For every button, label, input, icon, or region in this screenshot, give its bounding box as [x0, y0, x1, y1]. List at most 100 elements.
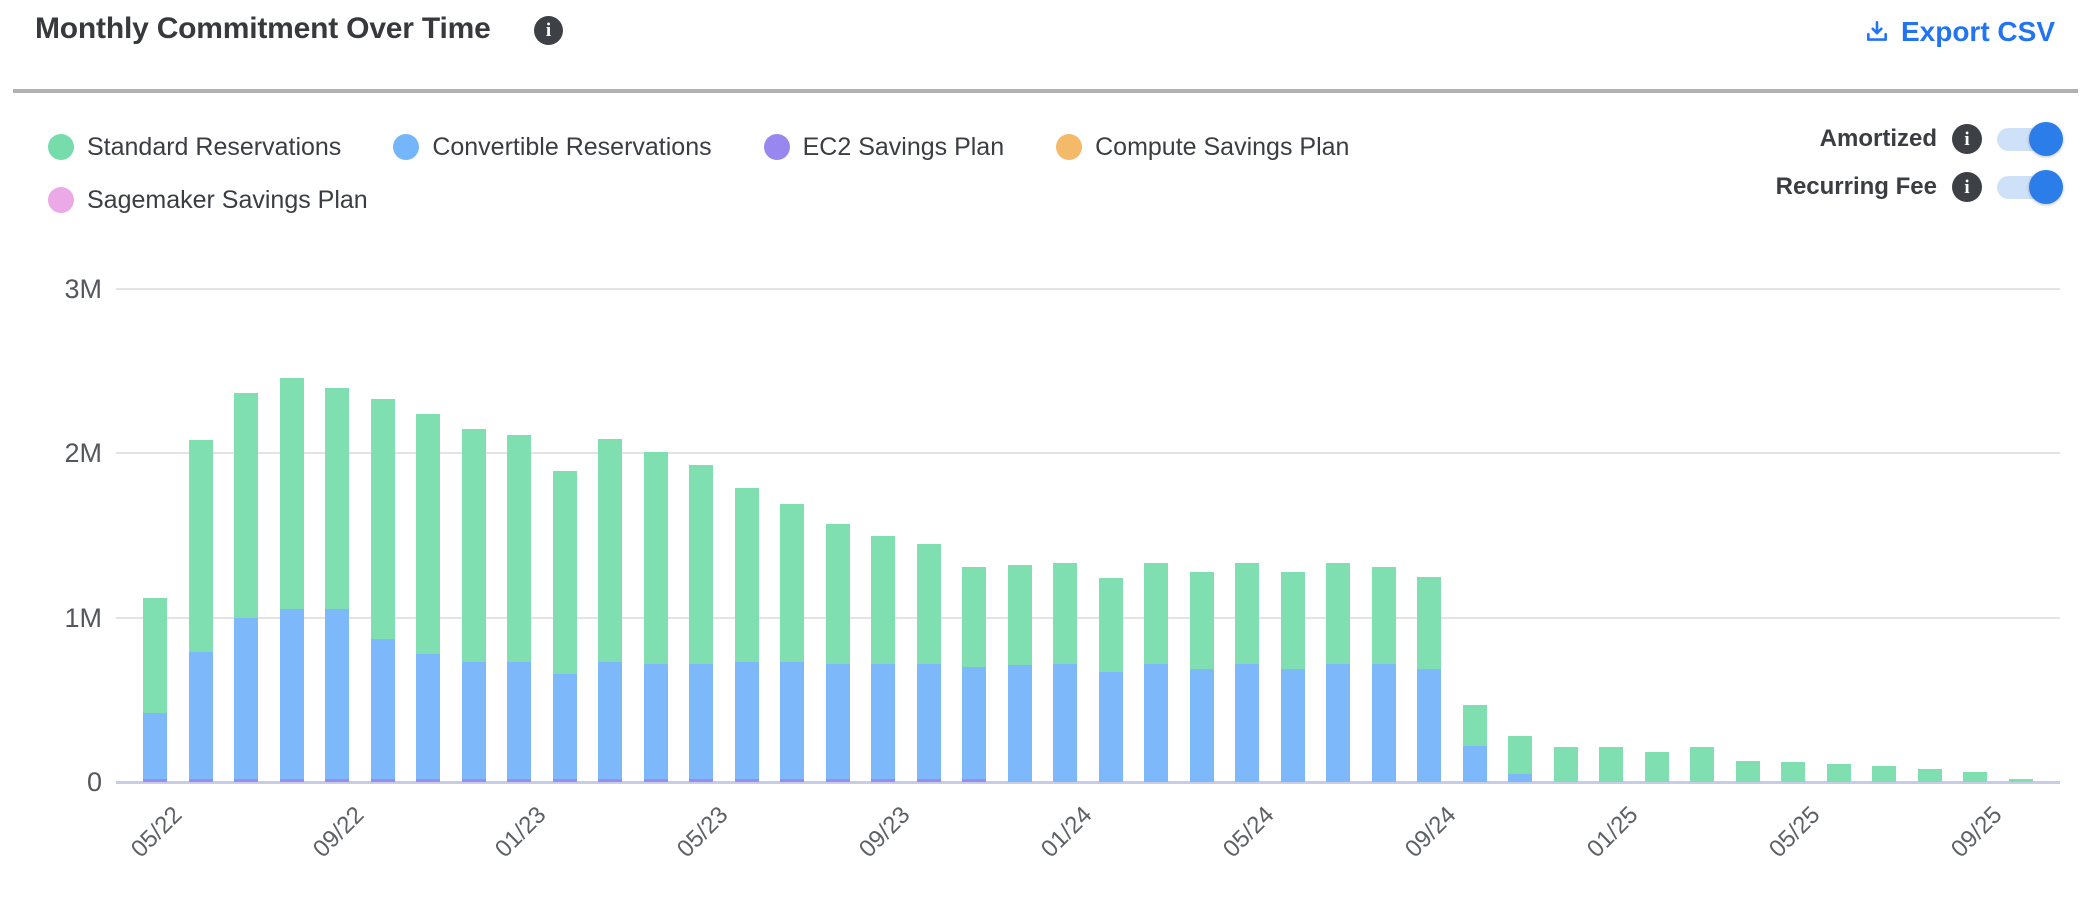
- bar-09-22-ec2-savings-plan[interactable]: [325, 778, 349, 782]
- bar-08-25-standard-reservations[interactable]: [1917, 768, 1942, 782]
- bar-09-24-standard-reservations[interactable]: [1417, 576, 1441, 669]
- bar-07-22-standard-reservations[interactable]: [234, 392, 258, 618]
- bar-03-23-convertible-reservations[interactable]: [598, 662, 622, 779]
- bar-07-22-ec2-savings-plan[interactable]: [234, 778, 258, 782]
- bar-06-24-standard-reservations[interactable]: [1280, 571, 1305, 669]
- bar-08-22-convertible-reservations[interactable]: [279, 609, 304, 779]
- bar-05-22-ec2-savings-plan[interactable]: [143, 778, 167, 782]
- bar-03-23-ec2-savings-plan[interactable]: [598, 778, 622, 782]
- bar-01-25-standard-reservations[interactable]: [1599, 747, 1623, 782]
- bar-05-23-convertible-reservations[interactable]: [689, 663, 713, 779]
- bar-10-22-convertible-reservations[interactable]: [370, 639, 395, 779]
- bar-01-23-convertible-reservations[interactable]: [507, 662, 531, 779]
- bar-07-23-ec2-savings-plan[interactable]: [780, 778, 804, 782]
- bar-01-24-standard-reservations[interactable]: [1053, 563, 1077, 664]
- bar-08-23-ec2-savings-plan[interactable]: [825, 778, 850, 782]
- bar-09-23-convertible-reservations[interactable]: [871, 663, 895, 779]
- bar-07-23-standard-reservations[interactable]: [780, 504, 804, 663]
- bar-11-22-standard-reservations[interactable]: [416, 413, 440, 654]
- bar-08-22-standard-reservations[interactable]: [279, 377, 304, 610]
- bar-05-23-ec2-savings-plan[interactable]: [689, 778, 713, 782]
- bar-12-22-standard-reservations[interactable]: [461, 428, 486, 663]
- bar-11-23-standard-reservations[interactable]: [962, 566, 986, 667]
- bar-11-22-ec2-savings-plan[interactable]: [416, 778, 440, 782]
- bar-04-24-standard-reservations[interactable]: [1189, 571, 1214, 669]
- bar-02-23-convertible-reservations[interactable]: [552, 673, 577, 779]
- bar-06-23-convertible-reservations[interactable]: [734, 662, 759, 779]
- bar-12-23-convertible-reservations[interactable]: [1007, 665, 1032, 782]
- title-info-icon[interactable]: i: [534, 16, 563, 45]
- recurring-fee-info-icon[interactable]: i: [1952, 172, 1982, 202]
- bar-09-24-convertible-reservations[interactable]: [1417, 668, 1441, 782]
- bar-08-23-standard-reservations[interactable]: [825, 523, 850, 664]
- bar-04-24-convertible-reservations[interactable]: [1189, 668, 1214, 782]
- legend-item-standard-reservations[interactable]: Standard Reservations: [48, 133, 341, 162]
- bar-01-23-ec2-savings-plan[interactable]: [507, 778, 531, 782]
- bar-03-24-convertible-reservations[interactable]: [1144, 663, 1168, 782]
- bar-10-24-convertible-reservations[interactable]: [1462, 745, 1487, 782]
- bar-04-23-convertible-reservations[interactable]: [643, 663, 668, 779]
- bar-05-22-standard-reservations[interactable]: [143, 597, 167, 713]
- legend-item-convertible-reservations[interactable]: Convertible Reservations: [393, 133, 712, 162]
- bar-09-22-convertible-reservations[interactable]: [325, 609, 349, 779]
- bar-01-23-standard-reservations[interactable]: [507, 435, 531, 663]
- bar-10-22-ec2-savings-plan[interactable]: [370, 778, 395, 782]
- bar-06-23-standard-reservations[interactable]: [734, 487, 759, 663]
- bar-09-22-standard-reservations[interactable]: [325, 387, 349, 610]
- bar-07-24-convertible-reservations[interactable]: [1326, 663, 1350, 782]
- bar-12-22-ec2-savings-plan[interactable]: [461, 778, 486, 782]
- bar-10-22-standard-reservations[interactable]: [370, 399, 395, 640]
- bar-03-25-standard-reservations[interactable]: [1690, 747, 1714, 782]
- bar-08-23-convertible-reservations[interactable]: [825, 663, 850, 779]
- bar-10-23-ec2-savings-plan[interactable]: [916, 778, 941, 782]
- bar-04-25-standard-reservations[interactable]: [1735, 760, 1760, 782]
- bar-12-22-convertible-reservations[interactable]: [461, 662, 486, 779]
- bar-10-24-standard-reservations[interactable]: [1462, 704, 1487, 746]
- bar-06-24-convertible-reservations[interactable]: [1280, 668, 1305, 782]
- bar-03-23-standard-reservations[interactable]: [598, 438, 622, 663]
- bar-06-22-ec2-savings-plan[interactable]: [188, 778, 213, 782]
- amortized-info-icon[interactable]: i: [1952, 124, 1982, 154]
- bar-05-24-standard-reservations[interactable]: [1235, 563, 1259, 664]
- bar-12-23-standard-reservations[interactable]: [1007, 565, 1032, 666]
- bar-10-23-standard-reservations[interactable]: [916, 543, 941, 664]
- bar-02-24-convertible-reservations[interactable]: [1098, 671, 1123, 782]
- bar-08-22-ec2-savings-plan[interactable]: [279, 778, 304, 782]
- bar-05-24-convertible-reservations[interactable]: [1235, 663, 1259, 782]
- bar-02-25-standard-reservations[interactable]: [1644, 752, 1669, 782]
- bar-07-24-standard-reservations[interactable]: [1326, 563, 1350, 664]
- bar-08-24-standard-reservations[interactable]: [1371, 566, 1396, 664]
- bar-11-23-convertible-reservations[interactable]: [962, 666, 986, 779]
- bar-11-23-ec2-savings-plan[interactable]: [962, 778, 986, 782]
- bar-02-23-standard-reservations[interactable]: [552, 471, 577, 674]
- bar-09-23-ec2-savings-plan[interactable]: [871, 778, 895, 782]
- bar-01-24-convertible-reservations[interactable]: [1053, 663, 1077, 782]
- bar-11-22-convertible-reservations[interactable]: [416, 653, 440, 779]
- bar-07-23-convertible-reservations[interactable]: [780, 662, 804, 779]
- bar-04-23-standard-reservations[interactable]: [643, 451, 668, 664]
- bar-04-23-ec2-savings-plan[interactable]: [643, 778, 668, 782]
- legend-item-compute-savings-plan[interactable]: Compute Savings Plan: [1056, 133, 1349, 162]
- legend-item-ec2-savings-plan[interactable]: EC2 Savings Plan: [763, 133, 1004, 162]
- bar-07-22-convertible-reservations[interactable]: [234, 617, 258, 779]
- bar-08-24-convertible-reservations[interactable]: [1371, 663, 1396, 782]
- bar-09-25-standard-reservations[interactable]: [1963, 772, 1987, 782]
- legend-item-sagemaker-savings-plan[interactable]: Sagemaker Savings Plan: [48, 186, 368, 215]
- export-csv-button[interactable]: Export CSV: [1864, 16, 2055, 48]
- bar-06-22-standard-reservations[interactable]: [188, 440, 213, 653]
- bar-05-22-convertible-reservations[interactable]: [143, 712, 167, 779]
- bar-07-25-standard-reservations[interactable]: [1872, 765, 1896, 782]
- bar-10-23-convertible-reservations[interactable]: [916, 663, 941, 779]
- bar-12-24-standard-reservations[interactable]: [1553, 747, 1578, 782]
- amortized-toggle[interactable]: [1997, 122, 2063, 156]
- bar-11-24-standard-reservations[interactable]: [1508, 735, 1532, 774]
- bar-09-23-standard-reservations[interactable]: [871, 535, 895, 664]
- bar-11-24-convertible-reservations[interactable]: [1508, 773, 1532, 782]
- bar-02-24-standard-reservations[interactable]: [1098, 578, 1123, 672]
- bar-05-23-standard-reservations[interactable]: [689, 464, 713, 664]
- bar-02-23-ec2-savings-plan[interactable]: [552, 778, 577, 782]
- bar-10-25-standard-reservations[interactable]: [2008, 778, 2033, 782]
- bar-06-25-standard-reservations[interactable]: [1826, 763, 1851, 782]
- bar-03-24-standard-reservations[interactable]: [1144, 563, 1168, 664]
- bar-06-23-ec2-savings-plan[interactable]: [734, 778, 759, 782]
